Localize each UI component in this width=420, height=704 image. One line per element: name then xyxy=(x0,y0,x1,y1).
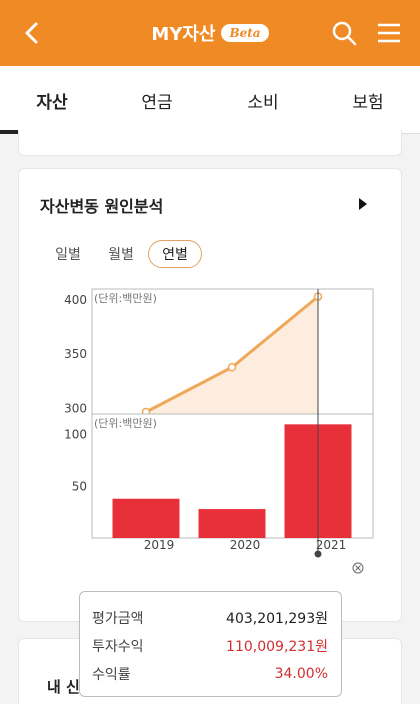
line-chart: (단위:백만원) 300 350 400 xyxy=(64,288,374,417)
line-y-tick: 300 xyxy=(64,402,87,416)
line-chart-unit: (단위:백만원) xyxy=(94,292,157,305)
value-tooltip: 평가금액 403,201,293원 투자수익 110,009,231원 수익률 … xyxy=(79,591,342,697)
tooltip-label: 투자수익 xyxy=(92,639,144,655)
bar xyxy=(112,498,180,538)
tooltip-value: 403,201,293원 xyxy=(226,611,328,627)
hamburger-menu-icon[interactable] xyxy=(376,20,402,46)
period-daily[interactable]: 일별 xyxy=(55,247,81,263)
line-point xyxy=(227,363,237,372)
line-y-tick: 400 xyxy=(64,293,87,307)
chevron-right-icon[interactable] xyxy=(357,197,369,211)
tooltip-row-profit: 투자수익 110,009,231원 xyxy=(92,632,328,660)
line-y-tick: 350 xyxy=(64,347,87,361)
previous-card xyxy=(18,130,402,156)
next-section-title: 내 신 xyxy=(47,678,80,696)
tooltip-label: 평가금액 xyxy=(92,611,144,627)
x-tick-label: 2021 xyxy=(316,538,347,552)
tooltip-row-return-rate: 수익률 34.00% xyxy=(92,660,328,688)
bar xyxy=(198,509,266,538)
cursor-handle[interactable] xyxy=(314,550,322,558)
tab-insurance[interactable]: 보험 xyxy=(352,92,384,113)
bar-chart: (단위:백만원) 50 100 2019 2020 2021 xyxy=(64,413,374,552)
tooltip-value: 34.00% xyxy=(274,666,328,682)
app-header: MY자산 Beta xyxy=(0,0,420,66)
tooltip-value: 110,009,231원 xyxy=(226,639,328,655)
x-tick-label: 2020 xyxy=(230,538,261,552)
period-yearly[interactable]: 연별 xyxy=(148,240,202,268)
x-tick-label: 2019 xyxy=(144,538,175,552)
tooltip-row-evaluation: 평가금액 403,201,293원 xyxy=(92,604,328,632)
bar-y-tick: 100 xyxy=(64,428,87,442)
tab-pension[interactable]: 연금 xyxy=(141,92,173,113)
page-title-text: MY자산 xyxy=(151,24,216,45)
close-icon[interactable] xyxy=(352,562,364,574)
beta-badge: Beta xyxy=(221,24,269,42)
page-title: MY자산 Beta xyxy=(0,0,420,66)
section-title: 자산변동 원인분석 xyxy=(40,197,164,216)
tab-assets[interactable]: 자산 xyxy=(36,92,68,113)
bar-chart-unit: (단위:백만원) xyxy=(94,417,157,430)
back-arrow-icon[interactable] xyxy=(18,18,46,48)
bar-y-tick: 50 xyxy=(72,479,87,493)
period-monthly[interactable]: 월별 xyxy=(108,247,134,263)
line-area xyxy=(146,296,318,414)
tab-spending[interactable]: 소비 xyxy=(247,92,279,113)
search-icon[interactable] xyxy=(331,20,357,46)
tooltip-label: 수익률 xyxy=(92,667,131,683)
